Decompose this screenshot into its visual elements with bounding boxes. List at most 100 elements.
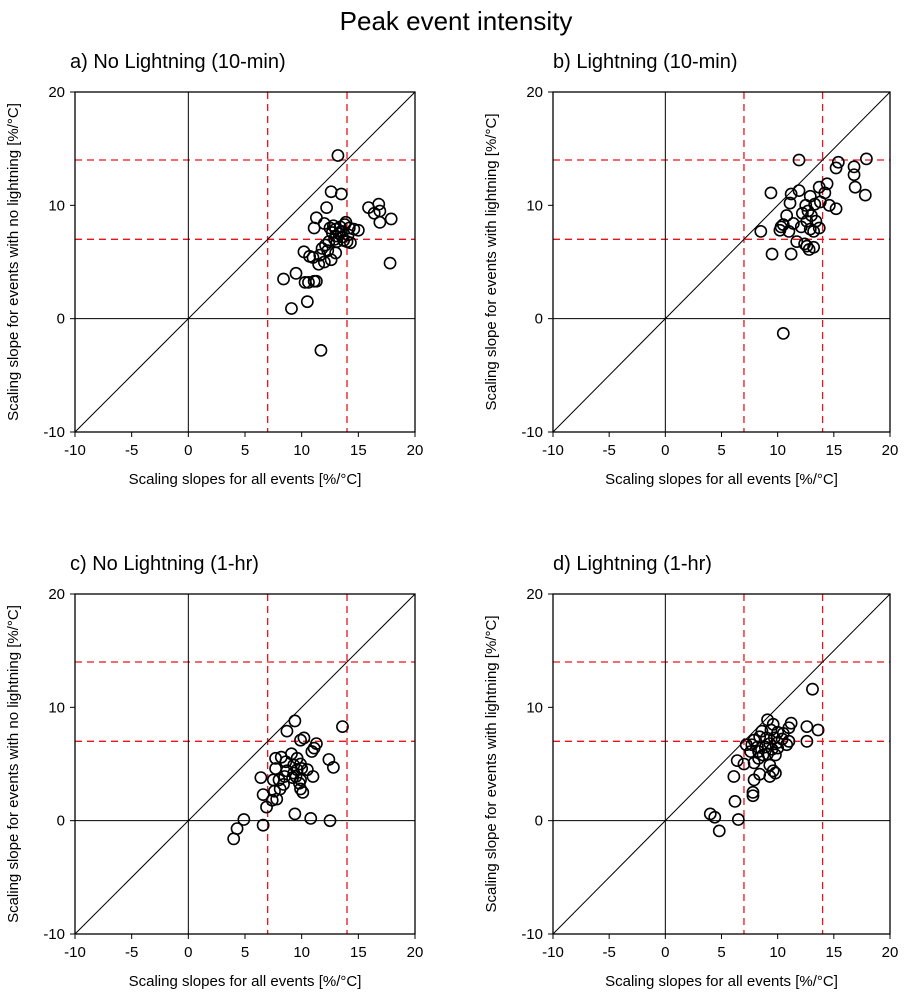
data-point [297,731,311,745]
data-point [784,247,798,261]
x-tick-label: 5 [717,944,725,961]
data-point [782,734,796,748]
data-point [858,188,872,202]
data-point [334,224,348,238]
x-tick-label: 15 [350,944,367,961]
y-tick-label: 20 [526,586,543,603]
data-point [329,246,343,260]
data-point [288,714,302,728]
data-point [294,733,307,747]
y-axis-label: Scaling slope for events with no lightni… [5,103,22,421]
x-tick-label: 5 [241,944,249,961]
data-point [334,187,348,201]
x-axis-label: Scaling slopes for all events [%/°C] [605,471,838,488]
data-point [800,239,814,253]
data-point [307,221,321,235]
data-point [303,249,316,263]
y-tick-label: -10 [43,926,65,943]
data-point [811,723,825,737]
data-point [384,212,398,226]
data-point [336,720,349,733]
data-point [324,185,338,199]
panel-title: d) Lightning (1-hr) [553,553,712,575]
data-point [712,824,726,838]
x-tick-label: 0 [661,944,669,961]
panels-container: a) No Lightning (10-min) -10 -5 0 5 10 15 20 -10… [5,51,898,990]
data-point [256,788,270,801]
panel-title: a) No Lightning (10-min) [70,51,286,73]
data-point [367,206,381,220]
x-tick-label: 0 [184,944,192,961]
plot-area [75,92,415,432]
x-tick-label: 10 [293,442,310,459]
data-point [237,813,251,826]
data-point [812,221,826,235]
x-tick-label: 10 [293,944,310,961]
data-point [765,247,779,261]
data-point [727,770,741,783]
data-point [802,243,816,256]
data-point [331,149,345,162]
data-point [351,223,365,237]
data-point [313,248,327,262]
data-point [289,266,303,280]
data-point [801,204,815,218]
data-point [324,253,338,267]
data-point [752,751,765,765]
data-point [800,734,814,748]
scatter-panel: b) Lightning (10-min) -10 -5 0 5 10 15 20 -10 0 10… [483,51,898,488]
data-point [277,272,290,286]
plot-area [553,594,890,934]
x-tick-label: 15 [825,442,842,459]
data-point [315,241,329,255]
data-point [806,682,819,696]
y-tick-label: 10 [526,699,543,716]
data-point [280,724,294,738]
data-point [288,807,302,821]
data-point [268,784,281,798]
data-point [254,771,268,784]
data-point [813,195,827,209]
data-point [227,832,241,846]
data-point [829,202,843,216]
x-tick-label: -5 [125,944,138,961]
y-axis-label: Scaling slope for events with no lightni… [5,605,22,923]
panel-title: c) No Lightning (1-hr) [70,553,259,575]
data-point [747,773,761,787]
plot-area [553,92,890,432]
data-point [326,761,340,774]
data-point [307,741,321,755]
data-point [285,302,298,315]
data-point [831,155,845,169]
y-tick-label: -10 [521,926,543,943]
data-point [728,795,742,808]
data-point [309,211,323,225]
data-point [256,818,270,832]
x-tick-label: -10 [542,944,564,961]
one-to-one-line [75,594,415,934]
data-point [754,224,768,238]
y-tick-label: 10 [526,197,543,214]
y-tick-label: 10 [48,197,65,214]
data-point [800,720,814,733]
x-tick-label: 0 [184,442,192,459]
data-point [319,238,332,252]
y-tick-label: -10 [43,424,65,441]
x-tick-label: -5 [125,442,138,459]
data-point [809,214,823,228]
data-point [272,773,286,787]
data-point [820,177,834,191]
data-point [383,256,397,270]
data-point [784,187,798,201]
y-tick-label: 20 [48,84,65,101]
scatter-panel: d) Lightning (1-hr) -10 -5 0 5 10 15 20 -10 0 10 20… [483,553,898,990]
data-point [771,741,785,755]
x-tick-label: -5 [602,442,615,459]
data-point [755,724,769,738]
data-point [829,161,843,175]
one-to-one-line [553,92,890,432]
y-tick-label: -10 [521,424,543,441]
scatter-panel: a) No Lightning (10-min) -10 -5 0 5 10 15 20 -10… [5,51,423,488]
data-point [304,812,318,825]
